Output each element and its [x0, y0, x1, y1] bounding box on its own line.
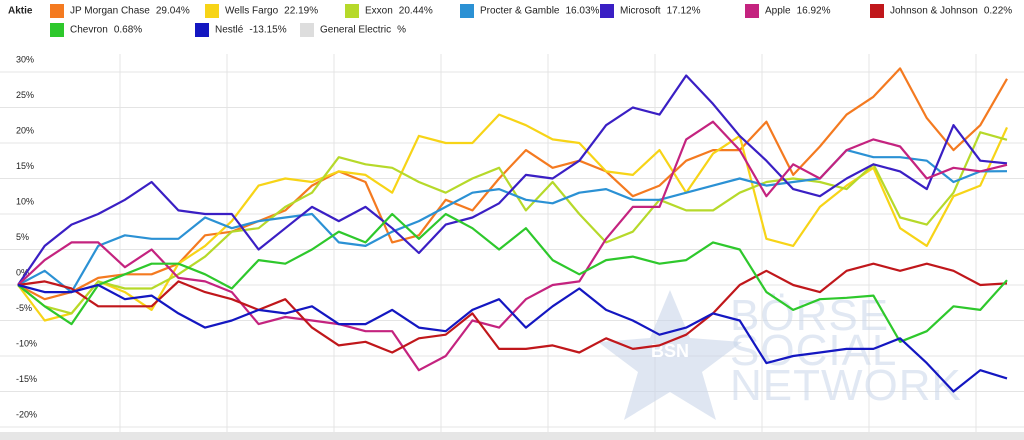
- legend-swatch: [205, 4, 219, 18]
- legend-label: Microsoft: [620, 6, 661, 17]
- legend-change: -13.15%: [249, 25, 286, 36]
- series-line: [17, 67, 1008, 301]
- legend-swatch: [600, 4, 614, 18]
- legend-change: 0.68%: [114, 25, 142, 36]
- legend-label: Procter & Gamble: [480, 6, 560, 17]
- grid: [0, 54, 1024, 432]
- y-tick-label: 20%: [16, 125, 34, 135]
- y-tick-label: -15%: [16, 374, 37, 384]
- y-tick-label: -10%: [16, 338, 37, 348]
- legend-label: Wells Fargo: [225, 6, 279, 17]
- y-tick-label: 0%: [16, 267, 29, 277]
- legend-swatch: [195, 23, 209, 37]
- legend-label: JP Morgan Chase: [70, 6, 150, 17]
- watermark-badge: BSN: [651, 341, 689, 361]
- legend-change: 22.19%: [284, 6, 318, 17]
- legend-swatch: [50, 4, 64, 18]
- y-tick-label: -20%: [16, 409, 37, 419]
- legend-swatch: [460, 4, 474, 18]
- legend-change: 29.04%: [156, 6, 190, 17]
- watermark-text: NETWORK: [730, 361, 962, 410]
- y-tick-label: 15%: [16, 161, 34, 171]
- series-line: [17, 262, 1008, 354]
- legend-label: General Electric: [320, 25, 391, 36]
- scroll-bar: [0, 432, 1024, 440]
- y-tick-label: 30%: [16, 54, 34, 64]
- legend-change: 0.22%: [984, 6, 1012, 17]
- legend-label: Apple: [765, 6, 791, 17]
- legend-change: %: [397, 25, 406, 36]
- legend-change: 16.03%: [565, 6, 599, 17]
- legend-change: 17.12%: [667, 6, 701, 17]
- series-line: [17, 283, 1008, 393]
- legend-label: Nestlé: [215, 25, 244, 36]
- y-tick-label: -5%: [16, 303, 32, 313]
- y-tick-label: 10%: [16, 196, 34, 206]
- y-tick-label: 25%: [16, 90, 34, 100]
- series-line: [17, 113, 1008, 322]
- legend-swatch: [870, 4, 884, 18]
- legend-swatch: [50, 23, 64, 37]
- watermark-star: [598, 290, 742, 420]
- legend-swatch: [300, 23, 314, 37]
- legend-swatch: [745, 4, 759, 18]
- legend-change: 16.92%: [797, 6, 831, 17]
- legend-title: Aktie: [8, 6, 33, 17]
- legend-label: Johnson & Johnson: [890, 6, 978, 17]
- legend-swatch: [345, 4, 359, 18]
- legend-label: Chevron: [70, 25, 108, 36]
- legend-label: Exxon: [365, 6, 393, 17]
- legend-change: 20.44%: [399, 6, 433, 17]
- watermark: BSN BÖRSE SOCIAL NETWORK: [598, 290, 962, 420]
- watermark-text: BÖRSE: [730, 291, 889, 340]
- series-line: [17, 212, 1008, 343]
- series-line: [17, 74, 1008, 286]
- y-tick-label: 5%: [16, 232, 29, 242]
